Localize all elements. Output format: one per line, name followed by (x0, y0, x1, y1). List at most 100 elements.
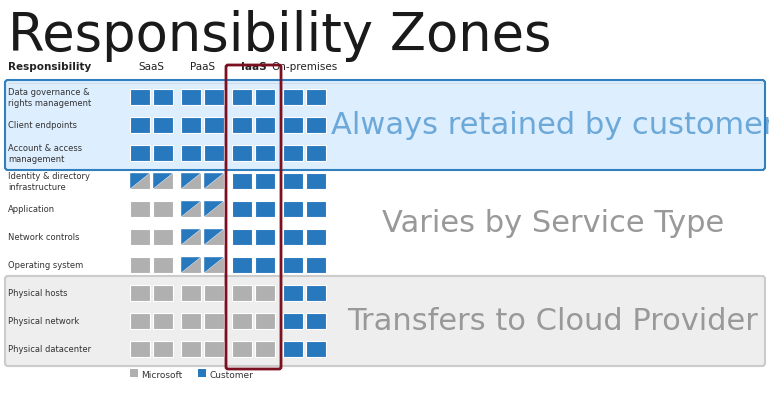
Text: Responsibility Zones: Responsibility Zones (8, 10, 551, 62)
Bar (283, 229, 303, 245)
Bar (153, 285, 173, 301)
Bar (204, 202, 224, 218)
Text: Network controls: Network controls (8, 233, 79, 242)
Polygon shape (204, 257, 224, 273)
Bar (306, 146, 326, 162)
Polygon shape (181, 202, 201, 218)
Bar (153, 229, 173, 245)
Bar (181, 229, 201, 245)
Bar (232, 202, 252, 218)
Bar (130, 257, 150, 273)
Bar (255, 313, 275, 329)
Bar (306, 118, 326, 134)
Polygon shape (204, 229, 224, 245)
Bar (204, 285, 224, 301)
Text: Client endpoints: Client endpoints (8, 121, 77, 130)
Bar (181, 257, 201, 273)
Bar (153, 341, 173, 357)
Bar (283, 257, 303, 273)
Bar (232, 118, 252, 134)
Text: Physical network: Physical network (8, 317, 79, 326)
Text: Responsibility: Responsibility (8, 62, 92, 72)
Text: Transfers to Cloud Provider: Transfers to Cloud Provider (348, 307, 758, 336)
Bar (130, 229, 150, 245)
Bar (255, 285, 275, 301)
Bar (306, 229, 326, 245)
Bar (153, 90, 173, 106)
Bar (130, 341, 150, 357)
Polygon shape (153, 173, 173, 189)
Text: Customer: Customer (209, 370, 253, 379)
Bar (283, 90, 303, 106)
Bar (204, 146, 224, 162)
Bar (130, 90, 150, 106)
Bar (306, 285, 326, 301)
Bar (181, 202, 201, 218)
Text: Application: Application (8, 205, 55, 214)
Bar (232, 285, 252, 301)
Bar (204, 90, 224, 106)
Bar (283, 118, 303, 134)
Text: Account & access
management: Account & access management (8, 144, 82, 164)
Bar (283, 285, 303, 301)
Bar (181, 341, 201, 357)
Bar (181, 173, 201, 189)
Polygon shape (204, 173, 224, 189)
Text: Physical hosts: Physical hosts (8, 289, 68, 298)
Bar (232, 341, 252, 357)
Bar (204, 341, 224, 357)
Bar (204, 313, 224, 329)
Bar (181, 146, 201, 162)
Text: Physical datacenter: Physical datacenter (8, 345, 91, 354)
Text: Data governance &
rights management: Data governance & rights management (8, 88, 92, 108)
Bar (181, 313, 201, 329)
Bar (153, 146, 173, 162)
Bar (198, 369, 206, 377)
Text: Operating system: Operating system (8, 261, 83, 270)
Bar (306, 202, 326, 218)
Bar (130, 202, 150, 218)
Bar (130, 313, 150, 329)
Bar (130, 285, 150, 301)
FancyBboxPatch shape (5, 81, 765, 171)
Bar (130, 173, 150, 189)
Bar (255, 341, 275, 357)
Text: PaaS: PaaS (190, 62, 215, 72)
Text: SaaS: SaaS (138, 62, 165, 72)
Bar (204, 173, 224, 189)
Bar (181, 90, 201, 106)
Polygon shape (181, 173, 201, 189)
Bar (283, 341, 303, 357)
Polygon shape (181, 257, 201, 273)
Bar (153, 173, 173, 189)
Bar (232, 90, 252, 106)
Bar (255, 90, 275, 106)
Bar (306, 313, 326, 329)
Bar (232, 257, 252, 273)
Bar (283, 202, 303, 218)
Bar (130, 369, 138, 377)
Bar (255, 229, 275, 245)
Bar (130, 146, 150, 162)
Polygon shape (130, 173, 150, 189)
Bar (283, 173, 303, 189)
Bar (255, 146, 275, 162)
Bar (204, 118, 224, 134)
Bar (232, 313, 252, 329)
Bar (306, 90, 326, 106)
Text: Always retained by customer: Always retained by customer (331, 111, 769, 140)
Bar (204, 229, 224, 245)
Bar (232, 146, 252, 162)
Bar (153, 202, 173, 218)
Bar (232, 229, 252, 245)
Bar (181, 118, 201, 134)
Bar (255, 118, 275, 134)
Text: Microsoft: Microsoft (141, 370, 182, 379)
Text: Varies by Service Type: Varies by Service Type (382, 209, 724, 238)
FancyBboxPatch shape (5, 276, 765, 366)
Bar (232, 173, 252, 189)
Bar (255, 173, 275, 189)
Text: On-premises: On-premises (271, 62, 338, 72)
Bar (306, 173, 326, 189)
Bar (153, 313, 173, 329)
